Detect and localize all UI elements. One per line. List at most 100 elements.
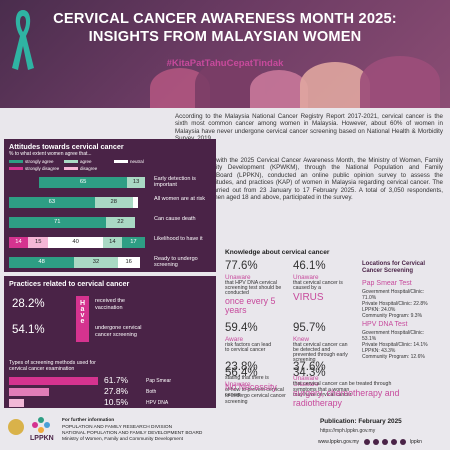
lppkn-logo-icon: [32, 417, 50, 433]
screening-type-label: Both: [146, 389, 157, 395]
site-link[interactable]: www.lppkn.gov.my: [318, 439, 360, 445]
k3-text1: risk factors can lead: [225, 342, 272, 348]
k8-word: Unaware: [293, 375, 319, 382]
vaccination-label-1: received the: [95, 298, 125, 304]
k7-pct: 23.8%: [225, 361, 258, 373]
k2-word: Unaware: [293, 274, 319, 281]
types-title-1: Types of screening methods used for: [9, 360, 96, 366]
footer: LPPKN For further information POPULATION…: [0, 410, 450, 450]
k4-pct: 95.7%: [293, 322, 326, 334]
awareness-ribbon-icon: [12, 10, 34, 70]
attitude-bar-segment: 22: [105, 217, 136, 228]
screening-location-line: 71.0%: [362, 295, 377, 301]
k5-text2: cancer: [225, 392, 241, 398]
screening-location-line: Private Hospital/Clinic: 22.8%: [362, 301, 428, 307]
screening-type-label: Pap Smear: [146, 378, 172, 384]
attitude-bar-segment: 40: [48, 237, 103, 248]
attitude-bar-segment: 14: [102, 237, 122, 248]
knowledge-title: Knowledge about cervical cancer: [225, 249, 330, 256]
k6-word: Unaware: [293, 381, 319, 388]
screening-location-line: Community Program: 9.3%: [362, 313, 423, 319]
k2-pct: 46.1%: [293, 260, 326, 272]
tiktok-icon[interactable]: [391, 439, 397, 445]
k1-text3: conducted: [225, 290, 249, 296]
k8-pct: 37.6%: [293, 361, 326, 373]
have-badge: Have: [76, 296, 89, 342]
screening-label-2: cancer screening: [95, 332, 137, 338]
screening-type-pct: 61.7%: [104, 375, 129, 385]
k1-pct: 77.6%: [225, 260, 258, 272]
silhouette-5: [360, 56, 440, 108]
attitude-row: 48 32 16: [9, 257, 145, 268]
attitude-label: Can cause death: [154, 216, 196, 222]
practices-panel: Practices related to cervical cancer 28.…: [4, 276, 216, 408]
k4-text3: prevented through early: [293, 352, 348, 358]
screening-location-line: Government Hospital/Clinic:: [362, 289, 424, 295]
screening-type-pct: 27.8%: [104, 386, 129, 396]
attitude-row: 14 15 40 14 17: [9, 237, 145, 248]
silhouette-3: [250, 70, 308, 108]
vaccination-label-2: vaccination: [95, 305, 123, 311]
attitude-label: Early detection is important: [154, 176, 196, 188]
facebook-icon[interactable]: [364, 439, 370, 445]
k2-big: VIRUS: [293, 292, 324, 303]
attitude-bar-segment: [132, 197, 139, 208]
attitude-label: Ready to undergo screening: [154, 256, 198, 268]
intro-paragraph-1: According to the Malaysia National Cance…: [175, 113, 443, 142]
screening-type-bar: [9, 399, 25, 407]
k2-text2: caused by a: [293, 285, 321, 291]
k6-text1: symptoms that a woman: [293, 387, 350, 393]
attitude-bar-segment: 13: [127, 177, 145, 188]
attitude-bar-segment: 32: [74, 257, 118, 268]
k6-pct: 34.3%: [293, 367, 326, 379]
youtube-icon[interactable]: [400, 439, 406, 445]
k7-big: No Necessity: [225, 382, 277, 392]
screening-location-line: Private Hospital/Clinic: 14.1%: [362, 342, 428, 348]
attitude-bar-segment: 63: [9, 197, 95, 208]
org-line-1: POPULATION AND FAMILY RESEARCH DIVISION: [62, 425, 173, 430]
page-title-line1: CERVICAL CANCER AWARENESS MONTH 2025:: [53, 11, 397, 27]
attitude-bar-segment: 71: [9, 217, 106, 228]
k2-text1: that cervical cancer is: [293, 280, 343, 286]
k5-pct: 56.4%: [225, 367, 258, 379]
attitude-label: Likelihood to have it: [154, 236, 203, 242]
k4-text1: that cervical cancer can: [293, 342, 348, 348]
legend-strongly-disagree: strongly disagree: [9, 166, 59, 171]
screening-location-line: LPPKN: 24.0%: [362, 307, 396, 313]
legend-neutral: neutral: [114, 159, 144, 164]
screening-label-1: undergone cervical: [95, 325, 142, 331]
k8-big1: surgery, chemotherapy and: [293, 388, 400, 398]
mph-url[interactable]: https://mph.lppkn.gov.my: [320, 428, 376, 434]
screening-location-line: 53.1%: [362, 336, 377, 342]
k1-word: Unaware: [225, 274, 251, 281]
k7-text2: to undergo cervical cancer: [225, 393, 286, 399]
pap-heading: Pap Smear Test: [362, 280, 412, 287]
attitudes-subtitle: % to what extent women agree that...: [9, 151, 92, 157]
silhouette-4: [300, 62, 370, 108]
attitudes-panel: Attitudes towards cervical cancer % to w…: [4, 139, 216, 272]
have-text: Have: [79, 300, 86, 324]
screening-type-bar: [9, 388, 50, 396]
twitter-icon[interactable]: [373, 439, 379, 445]
k5-word: Unaware: [225, 381, 251, 388]
org-line-2: NATIONAL POPULATION AND FAMILY DEVELOPME…: [62, 431, 203, 436]
k4-text2: be detected and: [293, 347, 331, 353]
k8-big2: radiotherapy: [293, 398, 342, 408]
screening-location-line: LPPKN: 43.3%: [362, 348, 396, 354]
instagram-icon[interactable]: [382, 439, 388, 445]
campaign-hashtag: #KitaPatTahuCepatTindak: [166, 58, 284, 69]
government-crest-icon: [8, 419, 24, 435]
screening-title-2: Cancer Screening: [362, 268, 414, 274]
k6-text2: may have cervical cancer: [293, 392, 352, 398]
k1-text1: that HPV DNA cervical: [225, 280, 277, 286]
legend-agree: agree: [64, 159, 92, 164]
screening-type-label: HPV DNA: [146, 400, 169, 406]
k5-text1: of how to prevent cervical: [225, 387, 284, 393]
publication-date: Publication: February 2025: [320, 418, 402, 425]
attitude-row: 63 28: [9, 197, 145, 208]
practices-title: Practices related to cervical cancer: [9, 279, 130, 288]
header-banner: CERVICAL CANCER AWARENESS MONTH 2025: IN…: [0, 0, 450, 108]
k4-text4: screening: [293, 357, 316, 363]
screening-location-line: Government Hospital/Clinic:: [362, 330, 424, 336]
screening-type-bar: [9, 377, 99, 385]
